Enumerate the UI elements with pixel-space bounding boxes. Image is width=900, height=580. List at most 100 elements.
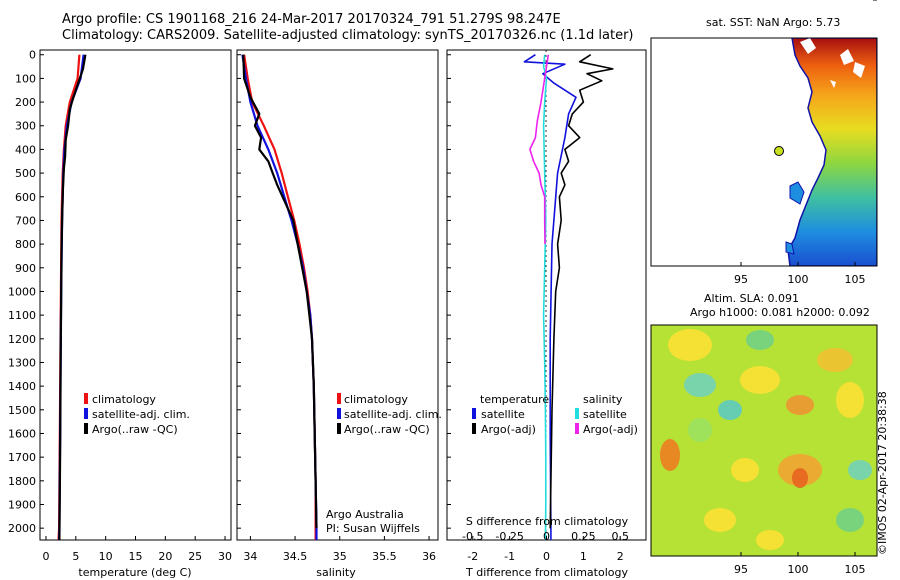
legend-swatch-s-argo [575,423,579,434]
x-tick-label: 25 [188,550,202,563]
legend-label-satellite: satellite-adj. clim. [92,408,190,421]
map-axes-group: 95100105-46-48-50-52-54-5695100105-46-48… [629,0,877,576]
s-tick-label: 0 [543,530,550,543]
x-tick-label: 10 [99,550,113,563]
sla-anomaly-blob [740,366,780,394]
y-tick-label: 400 [15,143,36,156]
legend-label-argo: Argo(..raw -QC) [92,423,178,436]
legend-swatch-climatology [84,393,88,404]
argo-location-marker [774,146,784,156]
legend-swatch-satellite [337,408,341,419]
x-tick-label: 0 [42,550,49,563]
copyright-credit: ©IMOS 02-Apr-2017 20:38:38 [876,391,889,555]
y-tick-label: 1000 [8,285,36,298]
x-tick-label: 35 [333,550,347,563]
difference-legend: temperature salinity satellite Argo(-adj… [472,393,638,436]
difference-series-group [523,54,614,541]
y-tick-label: 1400 [8,380,36,393]
y-tick-label: 900 [15,262,36,275]
legend-label-climatology: climatology [92,393,156,406]
y-tick-label: 300 [15,120,36,133]
figure-title-line1: Argo profile: CS 1901168_216 24-Mar-2017… [62,12,561,27]
x-tick-label: 35.5 [372,550,397,563]
salinity-x-axis-label: salinity [316,566,356,579]
map-y-tick-label: -54 [629,0,647,3]
legend-label-s-satellite: satellite [583,408,627,421]
map-y-tick-label: -52 [629,0,647,3]
legend-swatch-satellite [84,408,88,419]
sla-anomaly-blob [688,418,712,442]
y-tick-label: 0 [29,49,36,62]
y-tick-label: 1200 [8,333,36,346]
sla-anomaly-blob [684,373,716,397]
y-tick-label: 600 [15,191,36,204]
sst-map-title: sat. SST: NaN Argo: 5.73 [706,16,841,29]
sla-anomaly-blob [836,508,864,532]
y-tick-label: 1600 [8,427,36,440]
series-line-difference-2 [542,54,548,541]
sst-map [650,37,878,267]
x-tick-label: 1 [580,550,587,563]
legend-swatch-t-argo [472,423,476,434]
sst-data-field [787,38,877,266]
y-tick-label: 800 [15,238,36,251]
legend-swatch-s-satellite [575,408,579,419]
x-tick-label: 0 [543,550,550,563]
map-x-tick-label: 100 [788,563,809,576]
y-tick-label: 1300 [8,356,36,369]
sla-anomaly-blob [660,439,680,471]
map-x-tick-label: 100 [788,273,809,286]
legend-label-climatology: climatology [344,393,408,406]
series-line-salinity-2 [242,54,318,529]
sla-anomaly-blobs [660,329,872,550]
figure-title-line2: Climatology: CARS2009. Satellite-adjuste… [62,28,634,43]
sla-anomaly-blob [746,330,774,350]
map-y-tick-label: -48 [629,0,647,3]
legend-header-temperature: temperature [480,393,549,406]
difference-x-axis-label: T difference from climatology [465,566,628,579]
series-line-temperature-2 [58,54,87,541]
y-tick-label: 1100 [8,309,36,322]
sla-map-title-line1: Altim. SLA: 0.091 [704,292,800,305]
series-line-difference-0 [523,54,577,540]
legend-label-t-argo: Argo(-adj) [481,423,536,436]
difference-top-axis-label: S difference from climatology [466,515,629,528]
legend-swatch-climatology [337,393,341,404]
x-tick-label: 36 [422,550,436,563]
sla-anomaly-blob [817,348,853,372]
x-tick-label: -2 [467,550,478,563]
y-tick-label: 1700 [8,451,36,464]
map-y-tick-label: -50 [629,0,647,3]
x-tick-label: 5 [72,550,79,563]
sla-anomaly-blob [786,395,814,415]
sst-fragments [785,181,805,255]
y-tick-label: 2000 [8,522,36,535]
y-tick-label: 100 [15,72,36,85]
annotation-pi-name: PI: Susan Wijffels [326,522,420,535]
s-tick-label: -0.5 [462,530,483,543]
salinity-plot-frame [236,49,439,541]
legend-label-argo: Argo(..raw -QC) [344,423,430,436]
sla-anomaly-blob [848,460,872,480]
map-y-tick-label: -48 [629,0,647,3]
y-tick-label: 700 [15,214,36,227]
temperature-x-axis-label: temperature (deg C) [78,566,191,579]
sla-anomaly-blob [756,530,784,550]
y-tick-label: 1800 [8,475,36,488]
s-tick-label: 0.25 [571,530,596,543]
salinity-legend: climatology satellite-adj. clim. Argo(..… [337,393,442,436]
y-tick-label: 1900 [8,498,36,511]
y-tick-label: 200 [15,96,36,109]
axes-group: 0 5 10 15 20 25 30 34 34.5 35 35.5 36 -2 -1 0 1 2 -0.5 -0.… [8,49,629,563]
s-tick-label: -0.25 [495,530,523,543]
map-y-tick-label: -50 [629,0,647,3]
map-y-tick-label: -46 [629,0,647,3]
sla-map [650,324,878,557]
s-tick-label: 0.5 [611,530,629,543]
x-tick-label: -1 [504,550,515,563]
map-y-tick-label: -46 [629,0,647,3]
legend-label-s-argo: Argo(-adj) [583,423,638,436]
map-y-tick-label: -56 [629,0,647,3]
map-x-tick-label: 95 [734,563,748,576]
sla-anomaly-blob [792,468,808,488]
